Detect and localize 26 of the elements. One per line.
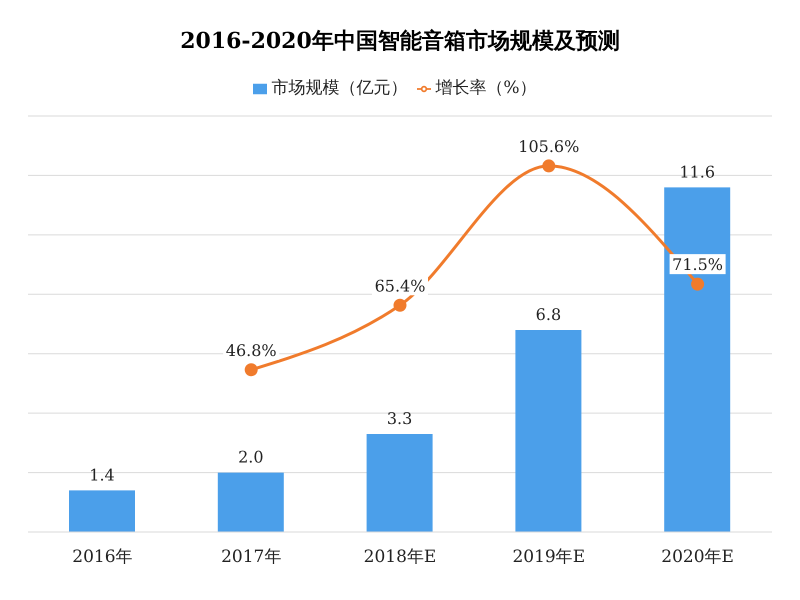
bar [515,330,582,532]
data-label: 3.3 [386,408,412,428]
data-label: 2.0 [238,448,264,467]
legend-label: 增长率（%） [435,78,537,98]
bar [366,434,433,532]
bar [69,490,135,532]
x-tick-label: 2020年E [661,547,734,568]
x-tick-label: 2017年 [221,547,282,568]
bar [218,472,284,532]
x-tick-label: 2016年 [72,547,133,568]
data-label: 105.6% [518,136,580,156]
point [542,159,556,172]
x-tick-label: 2018年E [364,547,436,568]
data-label: 65.4% [374,276,426,296]
legend-label: 市场规模（亿元） [271,78,408,98]
data-label: 11.6 [679,162,716,182]
data-label: 71.5% [672,255,724,274]
point [244,363,258,376]
point [394,298,406,312]
x-tick-label: 2019年E [512,547,586,568]
chart-title: 2016-2020年中国智能音箱市场规模及预测 [179,27,621,56]
point [691,278,704,291]
data-label: 1.4 [89,465,115,484]
data-label: 46.8% [226,340,277,360]
data-label: 6.8 [536,304,562,324]
bar [664,187,730,532]
